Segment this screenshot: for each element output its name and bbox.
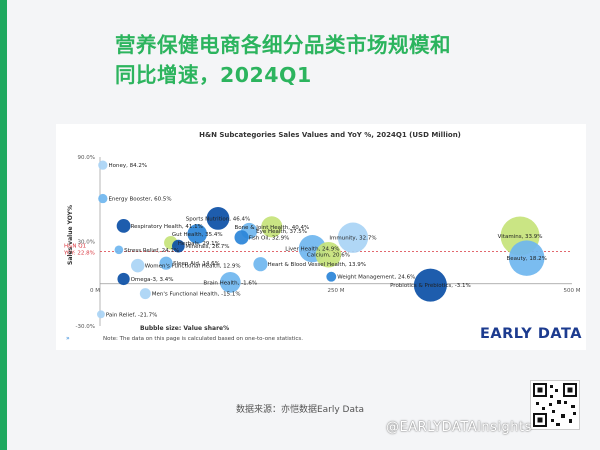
bubble-label: Gut Health, 35.4%: [172, 232, 223, 238]
bubble-point: [413, 268, 447, 302]
y-tick-label: 90.0%: [78, 155, 95, 161]
bubble-point: [114, 245, 124, 255]
bubble-label: Energy Booster, 60.5%: [108, 197, 171, 203]
bubble-label: Bone & Joint Health, 40.4%: [234, 225, 309, 231]
bubble-label: Eye Health, 37.5%: [256, 229, 307, 235]
bubble-point: [116, 218, 131, 233]
qr-code: [530, 380, 580, 430]
bubble-label: Sports Nutrition, 46.4%: [186, 216, 250, 222]
bubble-point: [326, 271, 337, 282]
reference-label-line-2: YOY: 22.8%: [63, 251, 95, 257]
bubble-point: [139, 288, 151, 300]
headline-line-1: 营养保健电商各细分品类市场规模和: [115, 33, 451, 57]
bubble-point: [234, 230, 249, 245]
bubble-label: Probiotics & Prebiotics, -3.1%: [390, 283, 471, 289]
bubble-point: [98, 193, 108, 204]
bubble-point: [117, 272, 130, 286]
bubble-label: Sleep Aid, 14.6%: [173, 261, 220, 267]
bubble-point: [337, 222, 369, 253]
bubble-label: Omega-3, 3.4%: [131, 277, 174, 283]
bubble-label: Fish Oil, 32.9%: [249, 235, 290, 241]
headline-line-2: 同比增速，2024Q1: [115, 63, 312, 87]
bubble-point: [315, 241, 342, 268]
chart-note: Note: The data on this page is calculate…: [103, 336, 303, 342]
qr-code-image: [533, 383, 577, 427]
brand-logo: EARLY DATA: [480, 326, 582, 342]
y-tick-label: 30.0%: [78, 240, 95, 246]
x-tick-label: 0 M: [90, 288, 100, 294]
bubble-point: [206, 206, 230, 230]
watermark-text: @EARLYDATAInsights: [386, 420, 532, 435]
bubble-label: Weight Management, 24.6%: [337, 275, 415, 281]
bubble-label: Herbals, 29.1%: [178, 241, 220, 247]
chart-title: H&N Subcategories Sales Values and YoY %…: [199, 131, 461, 139]
bubble-point: [187, 224, 208, 244]
bubble-point: [261, 216, 283, 238]
x-tick-label: 250 M: [328, 288, 345, 294]
bubble-label: Men's Functional Health, -15.1%: [152, 292, 241, 298]
left-accent-bar: [0, 0, 7, 450]
bubble-size-legend: Bubble size: Value share%: [140, 325, 229, 332]
bubble-label: Women's Functional Health, 12.9%: [145, 264, 241, 270]
bubble-point: [97, 310, 105, 319]
bubble-point: [253, 257, 268, 272]
bubble-label: Beauty, 18.2%: [506, 256, 546, 262]
bubble-label: Heart & Blood Vessel Health, 13.9%: [267, 262, 366, 268]
bubble-point: [171, 239, 185, 253]
bubble-point: [98, 160, 108, 170]
bubble-point: [508, 240, 545, 276]
bubble-label: Minerals, 26.7%: [185, 244, 229, 250]
bubble-label: Brain Health, -1.6%: [203, 280, 257, 286]
bubble-point: [159, 256, 173, 270]
bubble-label: Immunity, 32.7%: [329, 236, 376, 242]
y-tick-label: -30.0%: [76, 324, 95, 330]
chart-card: [56, 124, 586, 350]
page-headline: 营养保健电商各细分品类市场规模和 同比增速，2024Q1: [115, 30, 575, 90]
watermark: @EARLYDATAInsights: [385, 420, 532, 435]
bubble-label: Vitamins, 33.9%: [498, 234, 543, 240]
bubble-label: Respiratory Health, 41.1%: [131, 224, 203, 230]
x-tick-label: 500 M: [564, 288, 581, 294]
source-note: 数据来源：亦恺数据Early Data: [235, 405, 365, 415]
bubble-label: Stress Relief, 24.1%: [124, 248, 179, 254]
bubble-label: Pain Relief, -21.7%: [106, 312, 158, 318]
bubble-label: Liver Health, 24.9%: [285, 247, 339, 253]
reference-label-line-1: H&N Q1: [64, 244, 86, 250]
bubble-point: [219, 271, 241, 293]
y-axis-label: Sales value YOY%: [67, 205, 74, 265]
bubble-point: [131, 258, 145, 273]
bubble-label: Honey, 84.2%: [108, 163, 147, 169]
note-marker: »: [66, 335, 70, 342]
bubble-label: Calcium, 20.6%: [307, 253, 350, 259]
